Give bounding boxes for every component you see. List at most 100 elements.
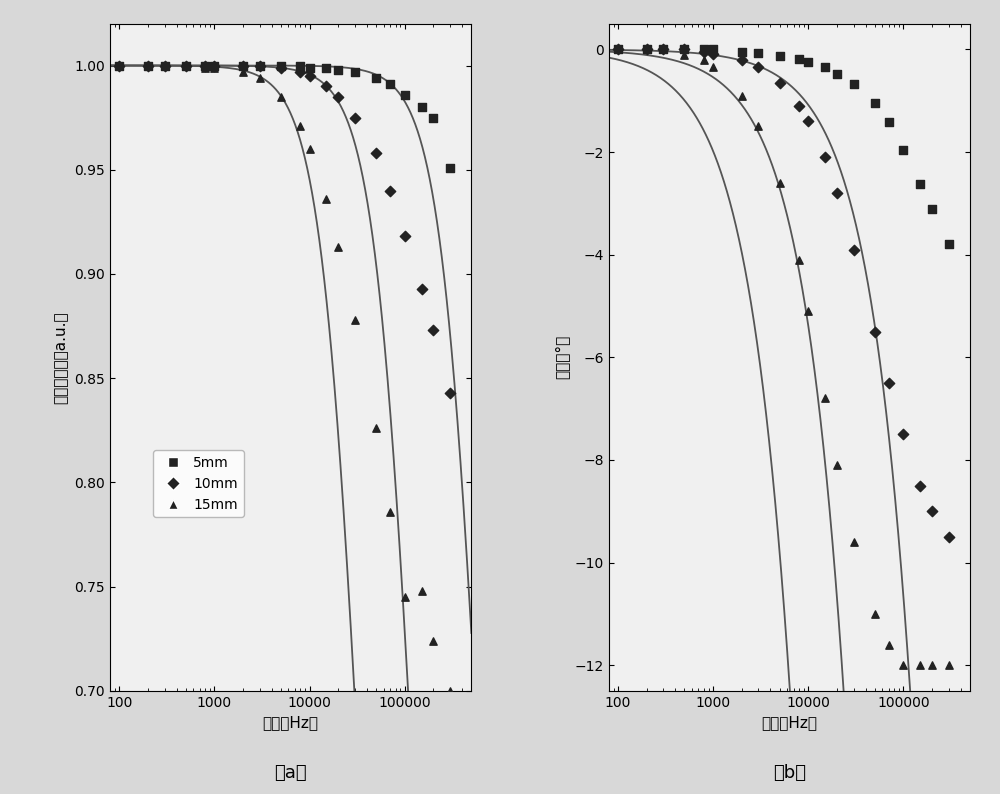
5mm: [252, 59, 268, 71]
15mm: [330, 241, 346, 253]
Point: [676, 48, 692, 61]
15mm: [347, 314, 363, 326]
5mm: [330, 64, 346, 76]
Point: [867, 607, 883, 620]
5mm: [397, 88, 413, 101]
15mm: [157, 59, 173, 71]
10mm: [140, 59, 156, 71]
Point: [696, 46, 712, 59]
Point: [895, 428, 911, 441]
Point: [817, 392, 833, 405]
Y-axis label: 相位（°）: 相位（°）: [554, 335, 569, 380]
5mm: [206, 59, 222, 71]
Point: [610, 43, 626, 56]
Point: [791, 253, 807, 266]
10mm: [235, 59, 251, 71]
X-axis label: 频率（Hz）: 频率（Hz）: [761, 715, 817, 730]
Point: [705, 43, 721, 56]
5mm: [382, 78, 398, 91]
Point: [705, 47, 721, 60]
Point: [791, 99, 807, 112]
15mm: [206, 61, 222, 74]
Point: [800, 305, 816, 318]
10mm: [368, 147, 384, 160]
Point: [924, 202, 940, 215]
Point: [912, 178, 928, 191]
15mm: [382, 505, 398, 518]
Point: [610, 43, 626, 56]
Point: [895, 659, 911, 672]
Text: （a）: （a）: [274, 764, 307, 782]
Point: [867, 97, 883, 110]
Point: [912, 659, 928, 672]
5mm: [302, 61, 318, 74]
Point: [881, 638, 897, 651]
X-axis label: 频率（Hz）: 频率（Hz）: [263, 715, 319, 730]
Point: [705, 61, 721, 74]
Point: [655, 43, 671, 56]
10mm: [157, 59, 173, 71]
Point: [881, 376, 897, 389]
10mm: [414, 282, 430, 295]
Point: [639, 43, 655, 56]
Legend: 5mm, 10mm, 15mm: 5mm, 10mm, 15mm: [153, 450, 244, 517]
Point: [846, 78, 862, 91]
10mm: [252, 59, 268, 71]
10mm: [197, 59, 213, 71]
Point: [750, 61, 766, 74]
10mm: [273, 61, 289, 74]
5mm: [414, 101, 430, 114]
Point: [941, 530, 957, 543]
10mm: [111, 59, 127, 71]
Text: （b）: （b）: [773, 764, 806, 782]
15mm: [318, 192, 334, 205]
Point: [846, 536, 862, 549]
5mm: [111, 59, 127, 71]
5mm: [235, 59, 251, 71]
Point: [750, 47, 766, 60]
Point: [734, 45, 750, 58]
Point: [772, 176, 788, 189]
5mm: [178, 59, 194, 71]
10mm: [318, 80, 334, 93]
Point: [655, 43, 671, 56]
10mm: [292, 65, 308, 78]
Point: [800, 115, 816, 128]
Point: [941, 659, 957, 672]
Point: [924, 659, 940, 672]
15mm: [302, 143, 318, 156]
15mm: [414, 584, 430, 597]
10mm: [382, 184, 398, 197]
Point: [655, 43, 671, 56]
15mm: [368, 422, 384, 434]
5mm: [442, 161, 458, 174]
5mm: [140, 59, 156, 71]
Point: [676, 43, 692, 56]
Point: [912, 480, 928, 492]
Point: [734, 89, 750, 102]
10mm: [397, 230, 413, 243]
Point: [676, 43, 692, 56]
5mm: [197, 59, 213, 71]
5mm: [273, 59, 289, 71]
Point: [829, 67, 845, 80]
Point: [639, 43, 655, 56]
Point: [772, 49, 788, 62]
15mm: [252, 71, 268, 84]
10mm: [206, 59, 222, 71]
Point: [829, 459, 845, 472]
15mm: [235, 65, 251, 78]
15mm: [197, 61, 213, 74]
5mm: [347, 65, 363, 78]
15mm: [425, 634, 441, 647]
5mm: [292, 59, 308, 71]
15mm: [397, 591, 413, 603]
5mm: [425, 111, 441, 124]
10mm: [330, 91, 346, 103]
Point: [867, 326, 883, 338]
5mm: [368, 71, 384, 84]
Point: [639, 43, 655, 56]
15mm: [140, 59, 156, 71]
Point: [772, 76, 788, 89]
Point: [829, 187, 845, 199]
